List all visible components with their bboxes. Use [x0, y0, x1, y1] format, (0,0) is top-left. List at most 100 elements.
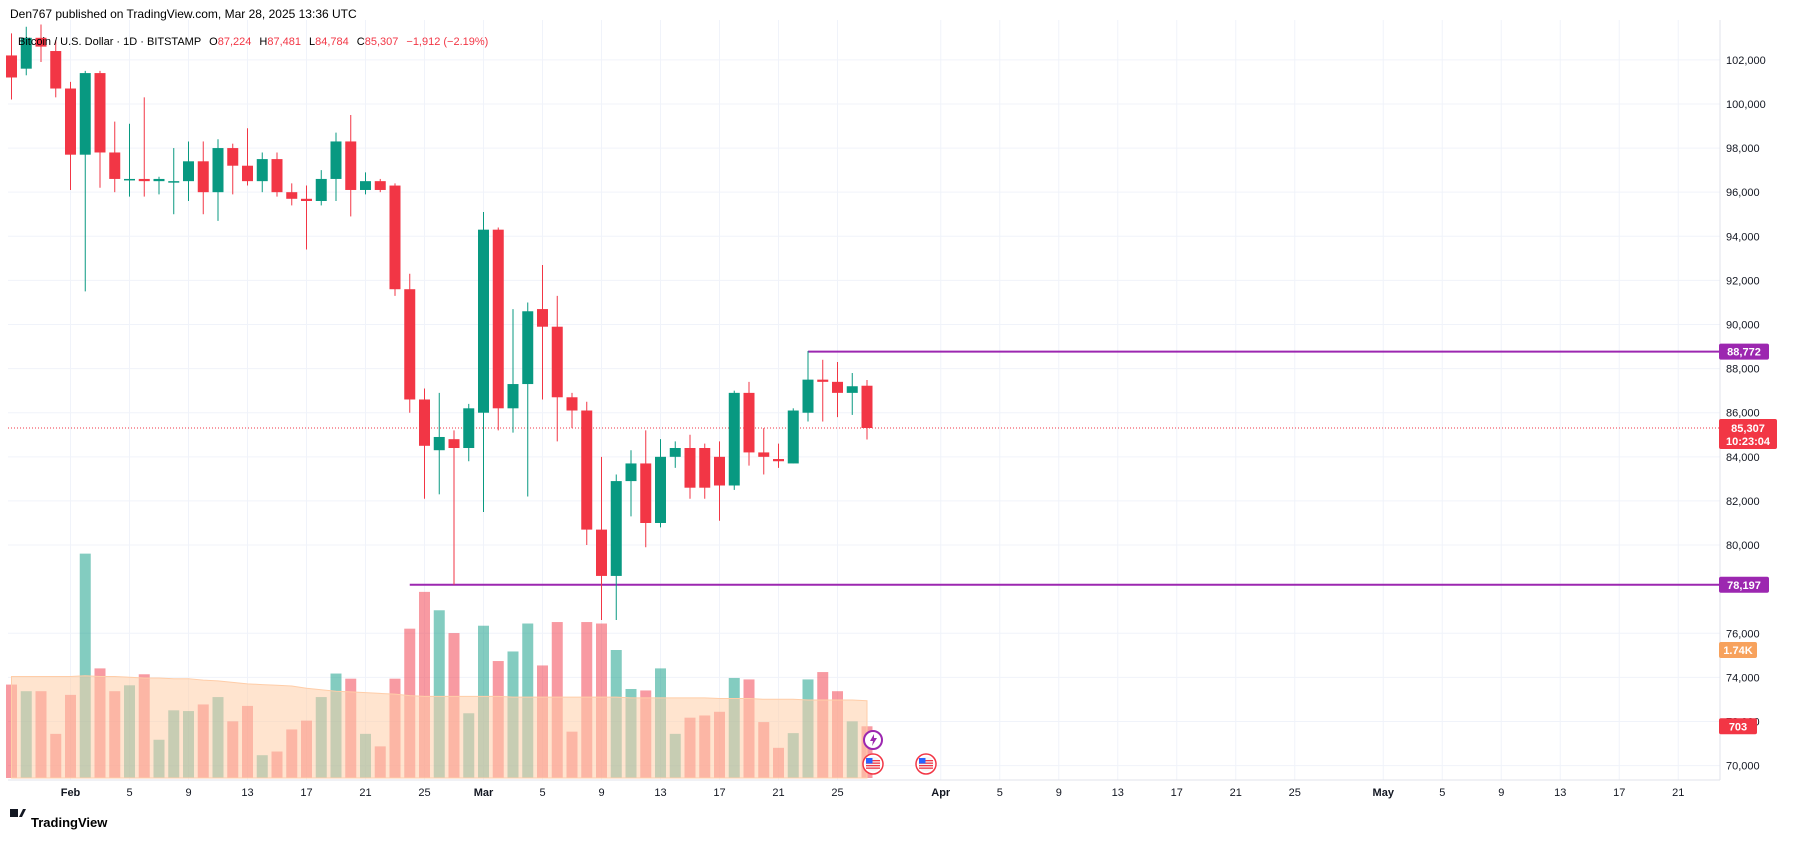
- candle: [286, 183, 298, 206]
- candle-body: [537, 309, 548, 327]
- low-value: 84,784: [315, 36, 349, 48]
- candle: [360, 172, 371, 195]
- candle-body: [861, 385, 873, 429]
- chart-legend: Bitcoin / U.S. Dollar · 1D · BITSTAMP O87…: [18, 36, 488, 48]
- low-label: L: [309, 36, 315, 48]
- time-tick-label: 25: [831, 787, 843, 799]
- countdown-label: 10:23:04: [1726, 436, 1771, 448]
- candle: [138, 97, 150, 197]
- candle: [65, 81, 76, 190]
- time-tick-label: 25: [418, 787, 430, 799]
- open-value: 87,224: [218, 36, 252, 48]
- candle-body: [242, 165, 253, 182]
- candle: [596, 456, 607, 621]
- time-tick-label: 17: [300, 787, 312, 799]
- candle-body: [640, 463, 652, 523]
- close-value: 85,307: [365, 36, 399, 48]
- price-tick-label: 88,000: [1726, 364, 1760, 376]
- volume-tag-label: 703: [1729, 721, 1747, 733]
- time-tick-label: 17: [1171, 787, 1183, 799]
- candle-body: [758, 452, 770, 457]
- candle-body: [832, 381, 843, 393]
- time-tick-label: 5: [1439, 787, 1445, 799]
- candle-body: [212, 148, 224, 193]
- time-tick-label: 5: [997, 787, 1003, 799]
- time-tick-label: 13: [1112, 787, 1124, 799]
- price-tick-label: 86,000: [1726, 408, 1760, 420]
- horizontal-levels: [409, 350, 1720, 586]
- time-tick-label: 21: [1230, 787, 1242, 799]
- symbol-info: Bitcoin / U.S. Dollar · 1D · BITSTAMP: [18, 36, 201, 48]
- us-flag-icon: [862, 753, 884, 775]
- candle-body: [345, 141, 357, 190]
- time-tick-label: 5: [126, 787, 132, 799]
- time-tick-label: 21: [1672, 787, 1684, 799]
- volume-bar: [79, 553, 91, 778]
- level-tag-label: 88,772: [1727, 347, 1761, 359]
- candle-body: [94, 73, 106, 153]
- time-tick-label: 25: [1289, 787, 1301, 799]
- candle: [20, 26, 32, 76]
- us-flag-stripe: [919, 760, 933, 762]
- candle: [330, 132, 342, 201]
- candle-body: [463, 408, 475, 449]
- tradingview-logo[interactable]: TradingView: [10, 809, 108, 830]
- candle: [492, 227, 504, 431]
- candle-body: [655, 456, 666, 523]
- candle-body: [360, 181, 371, 190]
- time-tick-label: 9: [185, 787, 191, 799]
- candle-body: [79, 73, 91, 155]
- candle-body: [271, 159, 283, 193]
- candle-body: [301, 198, 312, 201]
- candle: [832, 361, 843, 418]
- candle: [183, 141, 194, 201]
- volume-ma-area: [11, 675, 868, 779]
- price-tick-label: 90,000: [1726, 320, 1760, 332]
- price-tick-label: 70,000: [1726, 761, 1760, 773]
- price-tick-label: 100,000: [1726, 99, 1766, 111]
- candle: [168, 148, 180, 215]
- price-tick-label: 94,000: [1726, 231, 1760, 243]
- published-by: Den767 published on TradingView.com, Mar…: [10, 7, 357, 21]
- candle: [212, 139, 224, 221]
- candles: [6, 24, 873, 621]
- candle-body: [109, 152, 121, 179]
- candle: [640, 430, 652, 548]
- candle: [448, 430, 460, 585]
- us-flag-canton: [919, 758, 926, 764]
- candle: [35, 24, 47, 63]
- candle-body: [315, 178, 327, 201]
- volume-tag-label: 1.74K: [1723, 645, 1752, 657]
- candle: [846, 373, 858, 415]
- time-tick-label: 17: [713, 787, 725, 799]
- candle-body: [669, 448, 681, 457]
- candle: [124, 123, 135, 197]
- candle: [610, 474, 622, 621]
- candle: [669, 441, 681, 468]
- candle: [301, 185, 312, 250]
- level-tag-label: 78,197: [1727, 580, 1761, 592]
- time-tick-label: 17: [1613, 787, 1625, 799]
- us-flag-canton: [866, 758, 873, 764]
- time-axis: Feb 5 9 13 17 21 25 Mar 5 9 13 17 21 25 Apr 5 9 13 17 21 25 M…: [61, 787, 1685, 799]
- candle-body: [404, 289, 416, 400]
- candle-body: [610, 481, 622, 576]
- candle: [773, 443, 784, 468]
- flash-icon: [863, 730, 883, 750]
- candle: [315, 170, 327, 206]
- time-tick-label: Apr: [931, 787, 951, 799]
- last-price-tag-bg: [1719, 419, 1777, 450]
- time-tick-label: Feb: [61, 787, 81, 799]
- candle: [94, 70, 106, 188]
- candle: [743, 381, 755, 466]
- price-tick-label: 76,000: [1726, 628, 1760, 640]
- time-tick-label: May: [1373, 787, 1395, 799]
- candle-body: [507, 384, 519, 409]
- level-tag-bg: [1719, 343, 1769, 360]
- volume-bar: [433, 610, 445, 778]
- candle: [699, 443, 711, 499]
- volume-bar: [419, 591, 430, 778]
- us-flag-stripe: [919, 762, 933, 764]
- candle: [551, 295, 563, 442]
